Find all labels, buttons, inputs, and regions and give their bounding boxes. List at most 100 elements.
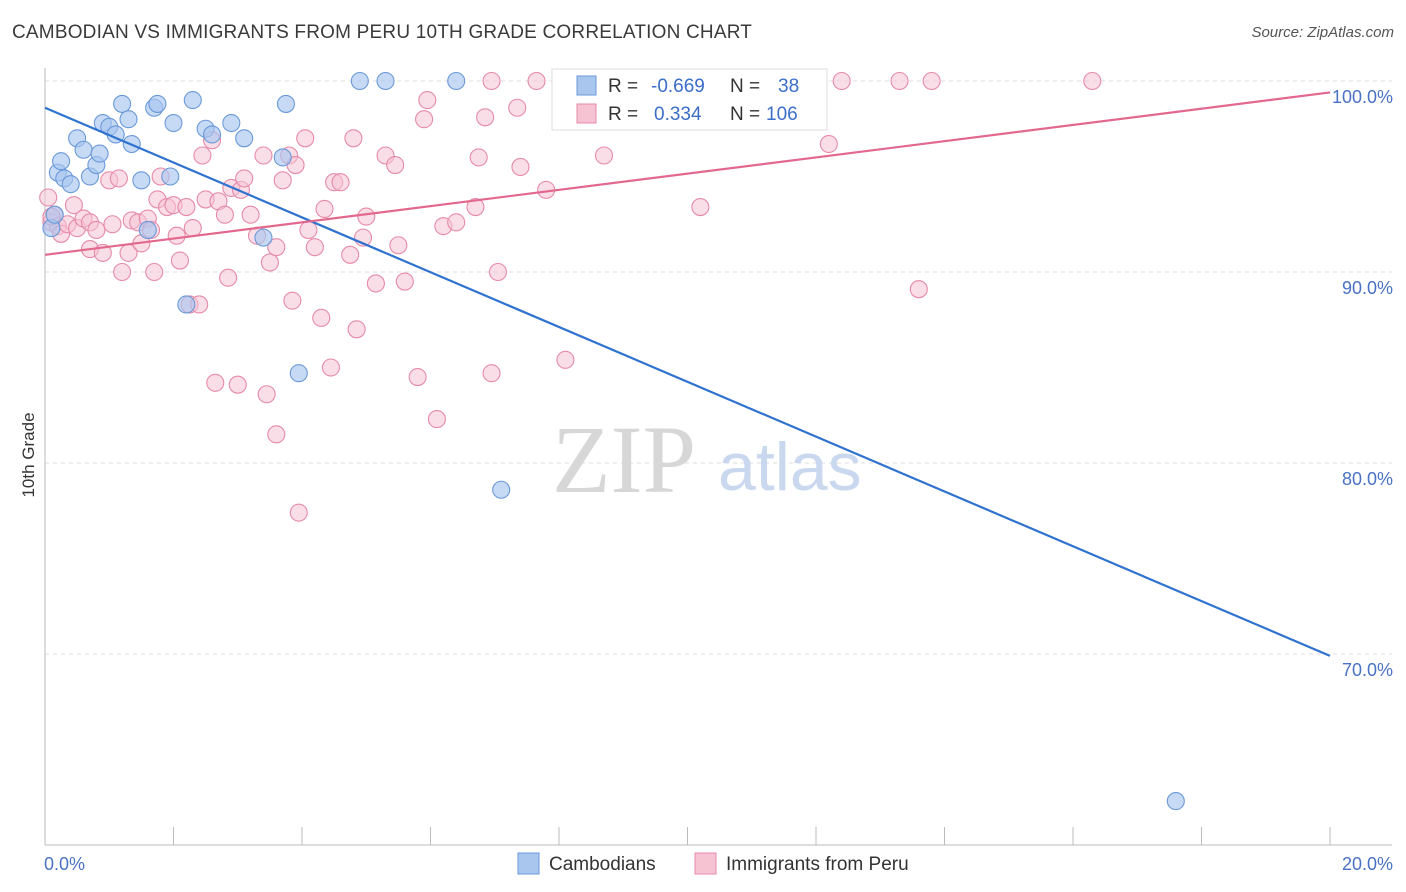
- series-legend-swatch-cambodians: [517, 852, 540, 875]
- peru-point-44: [235, 169, 254, 188]
- peru-point-94: [594, 146, 614, 165]
- peru-point-87: [508, 98, 527, 117]
- peru-point-58: [299, 220, 318, 240]
- watermark-zip: ZIP: [552, 406, 696, 513]
- series-legend-label-cambodians: Cambodians: [549, 854, 656, 875]
- peru-point-81: [466, 198, 485, 217]
- peru-point-67: [347, 320, 366, 339]
- peru-point-0: [39, 188, 58, 207]
- peru-point-60: [312, 308, 331, 327]
- cambodian-point-3: [52, 152, 71, 171]
- legend-n-label-1: N =: [730, 76, 760, 97]
- peru-point-70: [366, 274, 385, 293]
- peru-point-99: [819, 134, 838, 154]
- peru-point-102: [909, 280, 928, 299]
- peru-point-89: [527, 71, 546, 91]
- cambodian-point-23: [177, 295, 196, 314]
- peru-point-92: [556, 350, 575, 369]
- cambodian-point-32: [289, 364, 308, 383]
- peru-point-54: [283, 291, 302, 310]
- peru-point-62: [321, 358, 340, 377]
- y-tick-label-3: 100.0%: [1332, 87, 1393, 107]
- peru-point-48: [257, 385, 276, 404]
- peru-point-28: [167, 226, 186, 245]
- peru-point-42: [228, 375, 247, 394]
- legend-r-label-2: R =: [608, 104, 638, 125]
- watermark-atlas: atlas: [718, 429, 862, 505]
- peru-point-39: [215, 205, 234, 224]
- cambodian-point-17: [132, 171, 151, 190]
- cambodian-point-36: [492, 480, 511, 499]
- cambodian-point-21: [161, 167, 180, 186]
- cambodian-point-18: [138, 220, 157, 240]
- cambodian-point-7: [74, 140, 93, 159]
- x-tick-labels: 0.0% 20.0%: [44, 854, 1393, 874]
- peru-point-59: [305, 238, 324, 257]
- series-cambodians-points: [42, 71, 1185, 811]
- peru-point-56: [289, 503, 308, 522]
- peru-point-14: [103, 215, 122, 234]
- y-axis-title: 10th Grade: [19, 412, 38, 497]
- peru-point-76: [415, 110, 434, 129]
- peru-point-72: [386, 155, 405, 175]
- peru-point-66: [344, 129, 363, 148]
- peru-point-103: [922, 71, 941, 91]
- peru-point-104: [1083, 71, 1102, 91]
- chart-title: CAMBODIAN VS IMMIGRANTS FROM PERU 10TH G…: [12, 22, 753, 43]
- peru-point-100: [832, 71, 851, 91]
- trendline-peru: [44, 91, 1331, 256]
- grid-lines: [45, 80, 1392, 655]
- cambodian-point-27: [222, 113, 241, 133]
- legend-r-label-1: R =: [608, 76, 638, 97]
- cambodian-point-26: [203, 125, 222, 144]
- series-legend: Cambodians Immigrants from Peru: [517, 852, 909, 875]
- stats-legend: R = -0.669 N = 38 R = 0.334 N = 106: [551, 68, 828, 131]
- series-legend-swatch-peru: [694, 852, 717, 875]
- peru-point-57: [296, 129, 315, 148]
- peru-point-65: [341, 245, 360, 264]
- trendlines: [44, 91, 1331, 657]
- peru-point-29: [170, 251, 189, 270]
- legend-n-value-1: 38: [778, 76, 799, 97]
- peru-point-50: [267, 238, 286, 257]
- legend-swatch-cambodians: [576, 75, 597, 96]
- peru-point-37: [206, 373, 225, 392]
- cambodian-point-29: [254, 228, 273, 247]
- peru-point-40: [219, 268, 238, 287]
- source-label: Source: ZipAtlas.com: [1251, 24, 1394, 41]
- cambodian-point-30: [273, 148, 292, 167]
- peru-point-23: [145, 262, 164, 282]
- cambodian-point-20: [148, 94, 167, 113]
- cambodian-point-31: [276, 94, 295, 113]
- peru-point-61: [315, 199, 334, 219]
- cambodian-point-35: [447, 71, 466, 91]
- y-tick-labels: 70.0% 80.0% 90.0% 100.0%: [1332, 87, 1393, 680]
- cambodian-point-15: [119, 110, 138, 129]
- peru-point-30: [177, 198, 196, 217]
- trendline-cambodians: [44, 106, 1331, 657]
- cambodian-point-1: [45, 205, 64, 224]
- peru-point-64: [331, 173, 350, 192]
- watermark: ZIP atlas: [552, 406, 862, 513]
- peru-point-83: [476, 108, 495, 127]
- peru-point-73: [389, 236, 408, 255]
- legend-r-value-2: 0.334: [654, 104, 702, 125]
- legend-r-value-1: -0.669: [651, 76, 705, 97]
- cambodian-point-28: [235, 129, 254, 148]
- cambodian-point-22: [164, 113, 183, 133]
- peru-point-78: [427, 410, 446, 429]
- peru-point-6: [64, 196, 83, 215]
- peru-point-32: [183, 219, 202, 238]
- peru-point-45: [241, 205, 260, 224]
- peru-point-86: [488, 262, 508, 282]
- peru-point-49: [260, 253, 279, 272]
- peru-point-16: [113, 262, 132, 282]
- stats-legend-box: [551, 68, 828, 131]
- cambodian-point-14: [113, 94, 132, 113]
- peru-point-74: [395, 272, 414, 291]
- x-tick-label-1: 20.0%: [1342, 854, 1393, 874]
- peru-point-47: [254, 146, 273, 165]
- series-peru-points: [39, 71, 1102, 522]
- peru-point-101: [890, 71, 909, 91]
